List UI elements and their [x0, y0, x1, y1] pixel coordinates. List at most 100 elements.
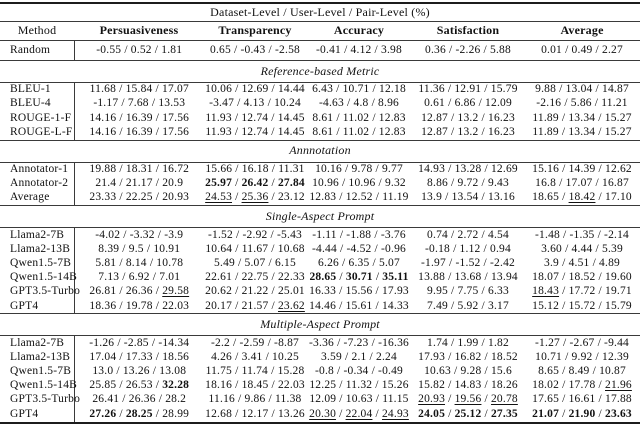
metric-value: -2.2 [210, 336, 230, 349]
method-cell: BLEU-4 [0, 97, 75, 112]
metric-value: -1.27 [535, 336, 560, 349]
method-cell: Average [0, 191, 75, 206]
value-cell: -0.8 / -0.34 / -0.49 [314, 365, 404, 378]
metric-value: 28.25 [125, 407, 153, 420]
metric-value: 16.61 [568, 393, 596, 406]
metric-value: -2.85 [123, 336, 149, 349]
value-cell: 14.16 / 16.39 / 17.56 [89, 125, 190, 138]
table-row: Annotator-2 21.4 / 21.17 / 20.9 25.97 / 26… [0, 176, 640, 192]
table-row: GPT4 18.36 / 19.78 / 22.03 20.17 / 21.57 /… [0, 299, 640, 314]
metric-value: 25.12 [454, 407, 482, 420]
metric-value: 10.16 [315, 163, 342, 176]
value-cell: -4.63 / 4.8 / 8.96 [319, 97, 399, 110]
metric-value: 25.36 [241, 191, 269, 204]
table-row: ROUGE-L-F 14.16 / 16.39 / 17.56 11.93 / 12… [0, 125, 640, 141]
metric-value: 13.53 [158, 97, 186, 110]
value-cell: 6.26 / 6.35 / 5.07 [318, 256, 400, 269]
metric-value: 3.9 [544, 256, 560, 269]
metric-value: 13.2 [457, 111, 479, 124]
metric-value: 24.05 [418, 407, 446, 420]
metric-value: 12.83 [309, 191, 337, 204]
section-title: Single-Aspect Prompt [0, 205, 640, 229]
metric-value: -1.26 [89, 336, 115, 349]
metric-value: -0.49 [378, 365, 404, 378]
value-cell: 17.93 / 16.82 / 18.52 [418, 350, 518, 363]
value-cell: 18.02 / 17.78 / 21.96 [532, 379, 632, 392]
metric-value: 18.26 [490, 379, 518, 392]
metric-value: 12.91 [454, 83, 482, 96]
value-cell: -0.18 / 1.12 / 0.94 [425, 242, 511, 255]
metric-value: 14.93 [418, 163, 446, 176]
metric-value: 25.85 [89, 379, 117, 392]
table-row: ROUGE-1-F 14.16 / 16.39 / 17.56 11.93 / 12… [0, 111, 640, 126]
value-cell: 11.89 / 13.34 / 15.27 [532, 111, 632, 124]
metric-value: 23.63 [605, 407, 632, 420]
metric-value: 9.28 [460, 365, 482, 378]
metric-value: -2.58 [275, 43, 300, 56]
value-cell: 12.83 / 12.52 / 11.19 [309, 191, 409, 204]
metric-value: 6.35 [348, 256, 370, 269]
metric-value: 0.61 [424, 97, 446, 110]
metric-value: 32.28 [162, 379, 190, 392]
metric-value: 8.61 [312, 125, 334, 138]
method-cell: GPT3.5-Turbo [0, 393, 80, 408]
metric-value: 2.1 [351, 350, 367, 363]
value-cell: 3.9 / 4.51 / 4.89 [544, 256, 620, 269]
metric-value: 11.32 [345, 379, 373, 392]
metric-value: -14.34 [158, 336, 190, 349]
metric-value: 6.86 [454, 97, 476, 110]
metric-value: 5.39 [602, 242, 623, 255]
table-row: Qwen1.5-7B 13.0 / 13.26 / 13.08 11.75 / 11… [0, 364, 640, 379]
value-cell: 8.86 / 9.72 / 9.43 [427, 177, 509, 190]
metric-value: 20.9 [162, 177, 184, 190]
value-cell: 18.65 / 18.42 / 17.10 [532, 191, 632, 204]
value-cell: 11.68 / 15.84 / 17.07 [89, 83, 189, 96]
value-cell: 0.01 / 0.49 / 2.27 [541, 43, 623, 56]
metric-value: 2.72 [457, 228, 479, 241]
metric-value: 18.02 [532, 379, 560, 392]
metric-value: 16.39 [125, 125, 153, 138]
metric-value: 13.34 [568, 125, 596, 138]
metric-value: -1.97 [421, 256, 446, 269]
metric-value: 11.75 [205, 365, 233, 378]
metric-value: 13.94 [490, 271, 518, 284]
metric-value: 15.72 [568, 299, 596, 312]
metric-value: 12.62 [605, 163, 632, 176]
metric-value: 20.62 [205, 285, 233, 298]
metric-value: 9.78 [351, 163, 373, 176]
metric-value: 19.56 [454, 393, 482, 406]
metric-value: 0.94 [490, 242, 511, 255]
metric-value: 24.53 [205, 191, 233, 204]
metric-value: 10.63 [345, 393, 373, 406]
table-body: Random -0.55 / 0.52 / 1.81 0.65 / -0.43 / … [0, 40, 640, 423]
metric-value: 10.71 [535, 350, 562, 363]
metric-value: 35.11 [382, 271, 409, 284]
method-cell: Qwen1.5-14B [0, 270, 77, 286]
value-cell: -3.36 / -7.23 / -16.36 [309, 336, 409, 349]
metric-value: 3.59 [321, 350, 342, 363]
metric-value: 15.6 [490, 365, 512, 378]
metric-value: 14.87 [602, 83, 629, 96]
metric-value: -2.92 [242, 228, 268, 241]
table-row: BLEU-4 -1.17 / 7.68 / 13.53 -3.47 / 4.13 /… [0, 97, 640, 112]
col-header-accuracy: Accuracy [306, 21, 412, 41]
value-cell: 25.97 / 26.42 / 27.84 [205, 177, 305, 190]
metric-value: 1.12 [459, 242, 481, 255]
metric-value: -1.88 [346, 228, 372, 241]
metric-value: 26.53 [125, 379, 153, 392]
metric-value: 20.93 [418, 393, 446, 406]
metric-value: 9.77 [381, 163, 403, 176]
metric-value: 4.54 [488, 228, 509, 241]
value-cell: 15.12 / 15.72 / 15.79 [532, 299, 632, 312]
metric-value: -4.63 [319, 97, 344, 110]
metric-value: 16.87 [602, 177, 629, 190]
value-cell: 11.93 / 12.74 / 14.45 [205, 125, 305, 138]
value-cell: 8.61 / 11.02 / 12.83 [312, 125, 406, 138]
metric-value: 10.24 [274, 97, 301, 110]
method-cell: Llama2-7B [0, 227, 75, 243]
metric-value: 14.46 [309, 299, 337, 312]
metric-value: 11.93 [205, 111, 232, 124]
value-cell: 13.9 / 13.54 / 13.16 [421, 191, 515, 204]
col-header-transparency: Transparency [204, 21, 306, 41]
metric-value: 15.82 [418, 379, 446, 392]
